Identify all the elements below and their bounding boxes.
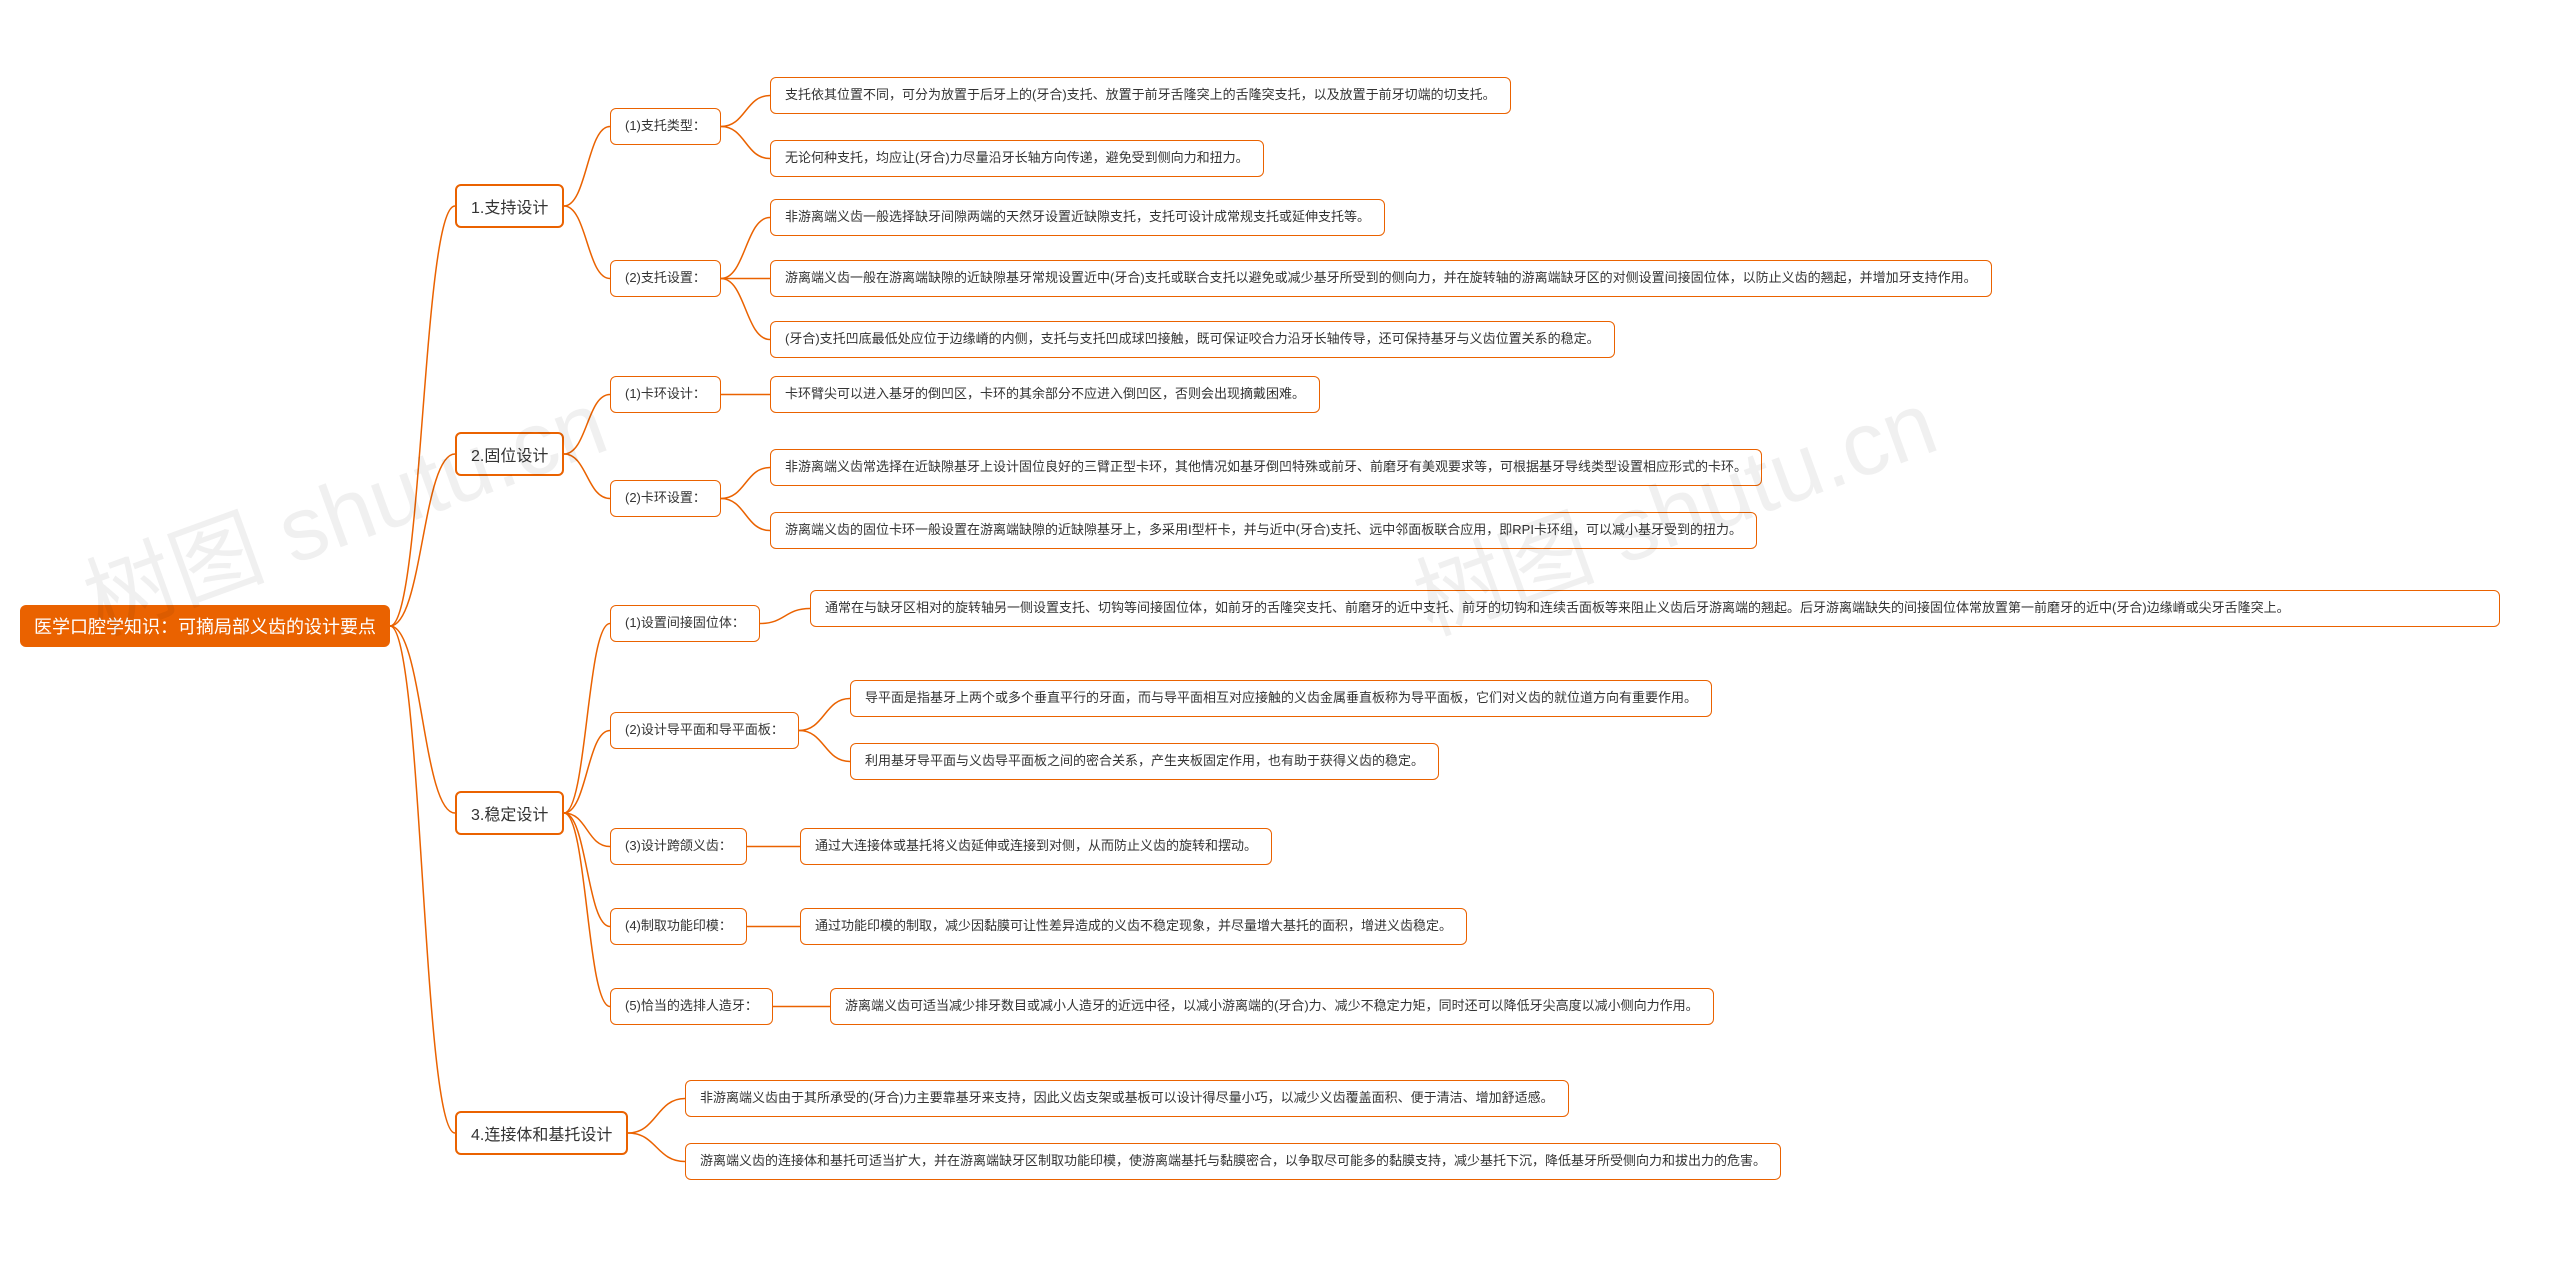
branch-3: 3.稳定设计 — [455, 791, 564, 835]
branch-1-sub-2-leaf-1: 非游离端义齿一般选择缺牙间隙两端的天然牙设置近缺隙支托，支托可设计成常规支托或延… — [770, 199, 1385, 236]
branch-3-sub-4: (4)制取功能印模： — [610, 908, 747, 945]
branch-1-sub-1: (1)支托类型： — [610, 108, 721, 145]
branch-3-sub-3-leaf-1: 通过大连接体或基托将义齿延伸或连接到对侧，从而防止义齿的旋转和摆动。 — [800, 828, 1272, 865]
branch-4: 4.连接体和基托设计 — [455, 1111, 628, 1155]
branch-3-sub-5-leaf-1: 游离端义齿可适当减少排牙数目或减小人造牙的近远中径，以减小游离端的(牙合)力、减… — [830, 988, 1714, 1025]
branch-2: 2.固位设计 — [455, 432, 564, 476]
branch-3-sub-2-leaf-1: 导平面是指基牙上两个或多个垂直平行的牙面，而与导平面相互对应接触的义齿金属垂直板… — [850, 680, 1712, 717]
branch-1-sub-2: (2)支托设置： — [610, 260, 721, 297]
branch-3-sub-5: (5)恰当的选排人造牙： — [610, 988, 773, 1025]
branch-2-sub-1: (1)卡环设计： — [610, 376, 721, 413]
branch-3-sub-3: (3)设计跨颌义齿： — [610, 828, 747, 865]
branch-3-sub-1-leaf-1: 通常在与缺牙区相对的旋转轴另一侧设置支托、切钩等间接固位体，如前牙的舌隆突支托、… — [810, 590, 2500, 627]
branch-1-sub-2-leaf-2: 游离端义齿一般在游离端缺隙的近缺隙基牙常规设置近中(牙合)支托或联合支托以避免或… — [770, 260, 1992, 297]
branch-1-sub-1-leaf-1: 支托依其位置不同，可分为放置于后牙上的(牙合)支托、放置于前牙舌隆突上的舌隆突支… — [770, 77, 1511, 114]
branch-1-sub-2-leaf-3: (牙合)支托凹底最低处应位于边缘嵴的内侧，支托与支托凹成球凹接触，既可保证咬合力… — [770, 321, 1615, 358]
branch-3-sub-2-leaf-2: 利用基牙导平面与义齿导平面板之间的密合关系，产生夹板固定作用，也有助于获得义齿的… — [850, 743, 1439, 780]
branch-4-sub-2: 游离端义齿的连接体和基托可适当扩大，并在游离端缺牙区制取功能印模，使游离端基托与… — [685, 1143, 1781, 1180]
root-node: 医学口腔学知识：可摘局部义齿的设计要点 — [20, 605, 390, 647]
branch-2-sub-2: (2)卡环设置： — [610, 480, 721, 517]
branch-3-sub-4-leaf-1: 通过功能印模的制取，减少因黏膜可让性差异造成的义齿不稳定现象，并尽量增大基托的面… — [800, 908, 1467, 945]
branch-3-sub-1: (1)设置间接固位体： — [610, 605, 760, 642]
branch-1: 1.支持设计 — [455, 184, 564, 228]
branch-2-sub-2-leaf-1: 非游离端义齿常选择在近缺隙基牙上设计固位良好的三臂正型卡环，其他情况如基牙倒凹特… — [770, 449, 1762, 486]
branch-4-sub-1: 非游离端义齿由于其所承受的(牙合)力主要靠基牙来支持，因此义齿支架或基板可以设计… — [685, 1080, 1569, 1117]
branch-2-sub-2-leaf-2: 游离端义齿的固位卡环一般设置在游离端缺隙的近缺隙基牙上，多采用I型杆卡，并与近中… — [770, 512, 1757, 549]
branch-2-sub-1-leaf-1: 卡环臂尖可以进入基牙的倒凹区，卡环的其余部分不应进入倒凹区，否则会出现摘戴困难。 — [770, 376, 1320, 413]
branch-1-sub-1-leaf-2: 无论何种支托，均应让(牙合)力尽量沿牙长轴方向传递，避免受到侧向力和扭力。 — [770, 140, 1264, 177]
branch-3-sub-2: (2)设计导平面和导平面板： — [610, 712, 799, 749]
